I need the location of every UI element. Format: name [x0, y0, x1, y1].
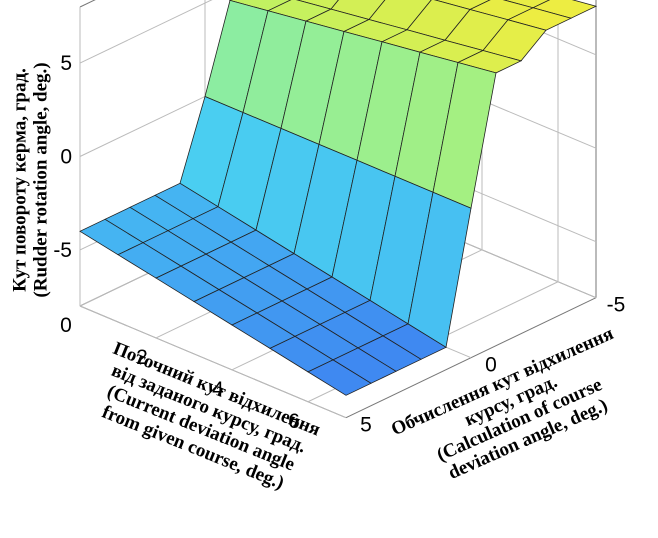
grid-line: [464, 0, 597, 56]
y-tick-label: -5: [607, 294, 626, 317]
x-tick-label: 6: [288, 410, 300, 433]
x-tick-label: 4: [212, 378, 224, 401]
y-tick-label: 5: [360, 414, 372, 437]
z-axis-label: Кут повороту керма, град. (Rudder rotatio…: [10, 62, 52, 297]
y-tick-label: 0: [485, 354, 497, 377]
z-axis-label-line: (Rudder rotation angle, deg.): [31, 62, 52, 297]
x-tick-label: 2: [136, 346, 148, 369]
z-tick-label: 0: [60, 146, 72, 169]
surface-cell: [307, 359, 372, 396]
z-tick-label: -5: [53, 239, 72, 262]
z-axis-label-line: Кут повороту керма, град.: [10, 68, 31, 292]
z-tick-label: 5: [60, 52, 72, 75]
x-tick-label: 0: [60, 314, 72, 337]
grid-line: [79, 305, 347, 419]
surface: [79, 0, 598, 396]
